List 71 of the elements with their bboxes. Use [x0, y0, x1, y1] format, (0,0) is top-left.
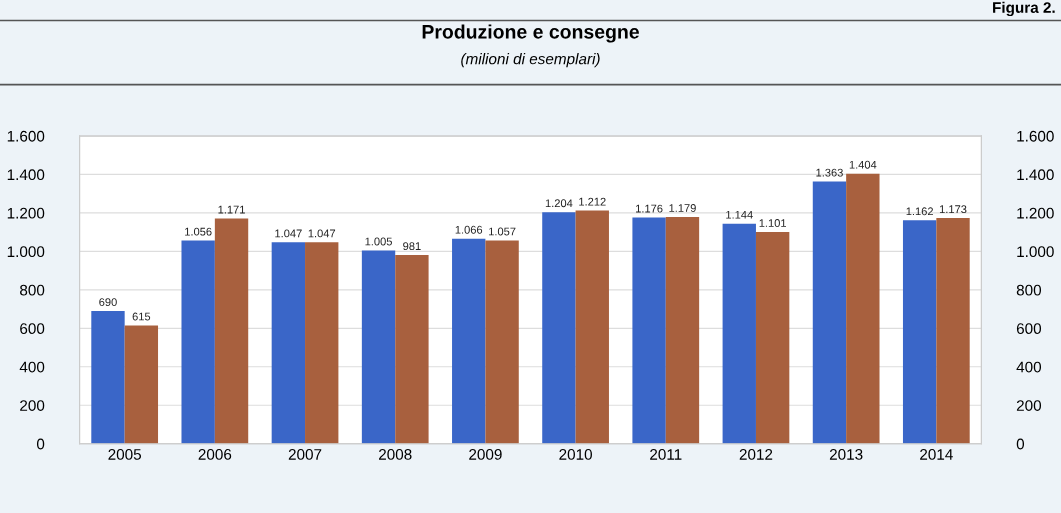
- bar: [305, 242, 339, 444]
- chart-subtitle: (milioni di esemplari): [461, 53, 600, 68]
- y-tick-label: 1.600: [7, 130, 45, 142]
- bar: [846, 173, 880, 444]
- data-label: 1.005: [365, 237, 392, 246]
- y2-tick-label: 800: [1016, 284, 1042, 296]
- y2-tick-label: 1.600: [1017, 130, 1054, 142]
- bar: [361, 250, 396, 444]
- bar: [452, 238, 486, 444]
- x-tick-label: 2009: [469, 449, 502, 460]
- y2-tick-label: 0: [1016, 438, 1025, 450]
- bar: [665, 216, 700, 444]
- y-tick-label: 400: [19, 361, 45, 373]
- y2-tick-label: 1.200: [1017, 207, 1054, 219]
- y2-tick-label: 400: [1016, 361, 1042, 373]
- bar: [485, 240, 519, 444]
- y2-tick-label: 600: [1016, 323, 1042, 335]
- y-tick-label: 200: [20, 400, 45, 411]
- data-label: 1.171: [218, 205, 245, 214]
- bar: [124, 325, 159, 444]
- bar: [936, 218, 970, 444]
- text: Figura 2.: [993, 1, 1055, 17]
- data-label: 1.212: [579, 197, 606, 206]
- data-label: 1.047: [275, 229, 302, 238]
- data-label: 1.066: [455, 225, 483, 234]
- x-tick-label: 2011: [650, 449, 682, 460]
- bar: [214, 218, 249, 444]
- y-tick-label: 1.400: [7, 169, 45, 181]
- x-tick-label: 2012: [739, 449, 773, 460]
- bar: [632, 217, 666, 444]
- bar: [755, 231, 790, 444]
- bar: [902, 220, 937, 444]
- x-tick-label: 2010: [559, 449, 592, 460]
- data-label: 1.162: [906, 207, 933, 216]
- data-label: 1.057: [489, 227, 516, 236]
- data-label: 1.101: [759, 219, 787, 227]
- data-label: 1.173: [939, 205, 967, 214]
- data-label: 1.144: [726, 210, 753, 219]
- data-label: 615: [132, 312, 151, 321]
- bar: [722, 223, 756, 444]
- bar: [181, 240, 215, 444]
- y-tick-label: 1.200: [7, 207, 45, 219]
- data-label: 1.176: [636, 204, 663, 213]
- bar: [812, 181, 847, 444]
- y2-tick-label: 1.400: [1017, 169, 1054, 181]
- data-label: 981: [403, 242, 421, 251]
- data-label: 1.204: [545, 199, 573, 208]
- x-tick-label: 2007: [288, 449, 322, 460]
- bar: [91, 311, 125, 444]
- bar: [542, 212, 576, 444]
- y-tick-label: 800: [20, 284, 45, 296]
- y2-tick-label: 200: [1016, 400, 1042, 411]
- y-tick-label: 1.000: [7, 246, 45, 258]
- y2-tick-label: 1.000: [1017, 246, 1054, 258]
- data-label: 1.363: [816, 168, 843, 177]
- x-tick-label: 2014: [920, 449, 953, 460]
- data-label: 1.404: [849, 160, 877, 169]
- data-label: 1.179: [669, 204, 696, 212]
- bar: [395, 255, 429, 444]
- x-tick-label: 2006: [198, 449, 232, 460]
- data-label: 690: [99, 298, 117, 307]
- y-tick-label: 600: [20, 323, 45, 335]
- data-label: 1.056: [185, 227, 212, 236]
- bar: [271, 242, 306, 444]
- data-label: 1.047: [308, 229, 336, 238]
- x-tick-label: 2008: [379, 449, 412, 460]
- chart-title: Produzione e consegne: [422, 24, 639, 43]
- x-tick-label: 2005: [108, 449, 142, 460]
- x-tick-label: 2013: [829, 449, 863, 460]
- bar: [575, 210, 609, 444]
- y-tick-label: 0: [36, 438, 45, 450]
